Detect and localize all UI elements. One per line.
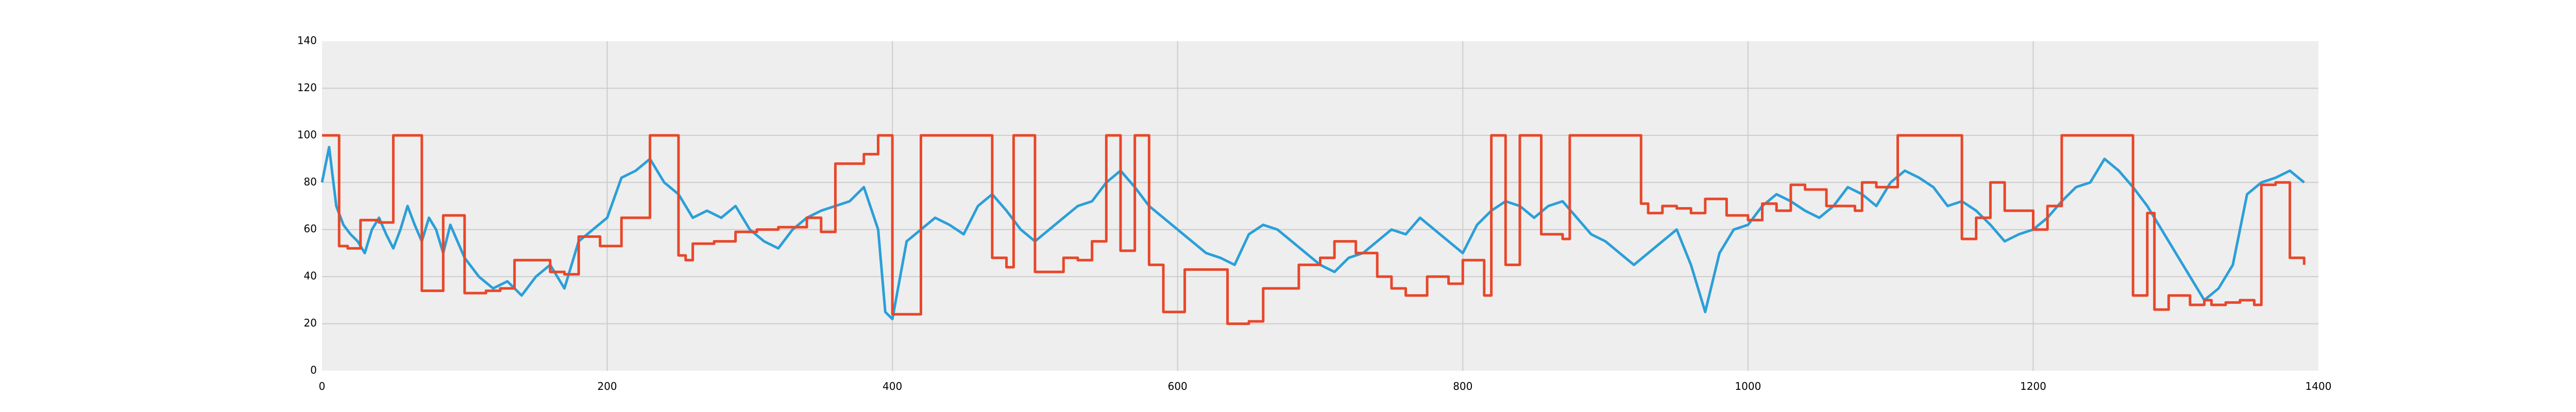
y-tick-label: 60 bbox=[304, 222, 317, 235]
x-tick-label: 600 bbox=[1168, 380, 1188, 392]
x-tick-label: 0 bbox=[319, 380, 326, 392]
y-tick-label: 20 bbox=[304, 317, 317, 329]
x-tick-label: 1000 bbox=[1735, 380, 1761, 392]
y-tick-label: 120 bbox=[297, 81, 317, 94]
y-tick-label: 0 bbox=[310, 364, 317, 376]
x-tick-label: 400 bbox=[883, 380, 902, 392]
plot-background bbox=[322, 41, 2318, 371]
y-tick-label: 40 bbox=[304, 270, 317, 282]
series-2-line bbox=[322, 134, 2306, 325]
x-tick-label: 800 bbox=[1453, 380, 1472, 392]
y-tick-label: 140 bbox=[297, 35, 317, 47]
x-tick-label: 1400 bbox=[2306, 380, 2332, 392]
y-tick-label: 100 bbox=[297, 128, 317, 141]
x-tick-label: 200 bbox=[597, 380, 617, 392]
x-tick-label: 1200 bbox=[2020, 380, 2046, 392]
y-tick-label: 80 bbox=[304, 176, 317, 188]
y-axis-ticks: 0 20 40 60 80 100 120 140 bbox=[297, 35, 317, 376]
series-lines bbox=[320, 134, 2306, 325]
series-1-line bbox=[320, 146, 2305, 320]
x-axis-ticks: 0 200 400 600 800 1000 1200 1400 bbox=[319, 380, 2332, 392]
